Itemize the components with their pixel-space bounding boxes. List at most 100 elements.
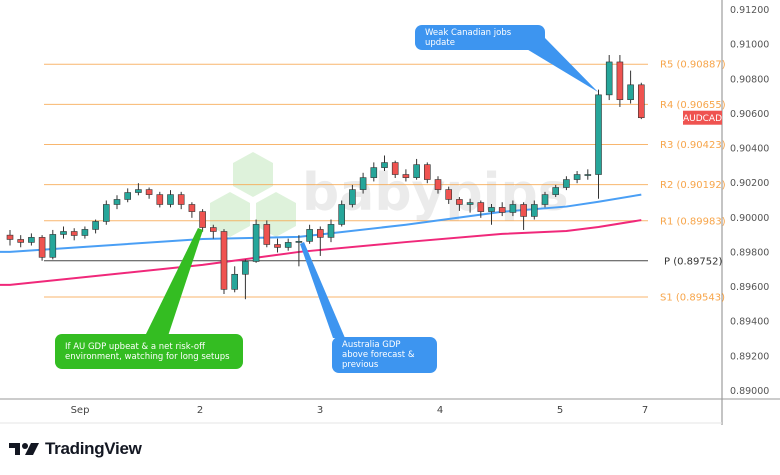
x-tick-label: 4 (436, 405, 444, 416)
bearish-candle (445, 189, 453, 200)
bearish-candle (391, 162, 399, 175)
pivot-label-r4: R4 (0.90655) (660, 100, 726, 111)
bullish-candle (530, 204, 538, 217)
y-tick-label: 0.89800 (730, 247, 769, 258)
bullish-candle (242, 261, 249, 275)
bullish-candle (92, 221, 99, 230)
symbol-price-tag-text: AUDCAD (683, 114, 722, 124)
bullish-candle (595, 94, 602, 175)
tradingview-logo-icon (9, 443, 39, 455)
bearish-candle (6, 234, 14, 240)
tradingview-logo[interactable]: TradingView (9, 439, 142, 459)
bullish-candle (167, 194, 174, 205)
bullish-candle (627, 84, 634, 101)
bullish-candle (81, 229, 89, 236)
bullish-candle (563, 179, 570, 188)
bullish-candle (584, 174, 592, 176)
bullish-candle (381, 162, 388, 168)
moving-average-line-2 (0, 219, 642, 286)
annotation-pointer-au-gdp-result (300, 242, 345, 338)
bullish-candle (466, 202, 474, 205)
annotation-text: Weak Canadian jobs update (425, 27, 512, 48)
bearish-candle (402, 174, 410, 178)
bearish-candle (423, 164, 431, 180)
bullish-candle (231, 273, 238, 290)
bullish-candle (488, 207, 495, 212)
bearish-candle (637, 84, 645, 119)
y-tick-label: 0.89600 (730, 282, 769, 293)
annotation-text: Australia GDP above forecast & previous (342, 340, 415, 370)
bullish-candle (349, 189, 356, 205)
bullish-candle (306, 229, 313, 242)
y-tick-label: 0.90800 (730, 74, 769, 85)
moving-average-line-1 (0, 193, 642, 253)
bullish-candle (370, 167, 378, 178)
bullish-candle (28, 237, 35, 243)
y-tick-label: 0.89000 (730, 386, 769, 397)
bearish-candle (477, 202, 485, 212)
bullish-candle (541, 194, 549, 205)
bullish-candle (124, 192, 131, 200)
bullish-candle (135, 189, 142, 193)
bearish-candle (210, 227, 217, 232)
bullish-candle (413, 164, 420, 178)
bullish-candle (49, 234, 57, 258)
bearish-candle (156, 194, 164, 205)
pivot-label-r3: R3 (0.90423) (660, 140, 726, 151)
bearish-candle (456, 199, 463, 205)
y-tick-label: 0.91000 (730, 40, 769, 51)
annotation-text: If AU GDP upbeat & a net risk-off enviro… (65, 341, 230, 362)
bullish-candle (113, 199, 121, 205)
symbol-price-tag (683, 110, 722, 125)
bearish-candle (274, 244, 281, 248)
tradingview-logo-text: TradingView (45, 439, 142, 458)
bearish-candle (263, 224, 271, 245)
y-tick-label: 0.89400 (730, 317, 769, 328)
y-tick-label: 0.89200 (730, 351, 769, 362)
y-tick-label: 0.90400 (730, 144, 769, 155)
bearish-candle (38, 237, 46, 258)
x-tick-label: 7 (641, 405, 649, 416)
bearish-candle (145, 189, 153, 195)
annotation-au-gdp-setup: If AU GDP upbeat & a net risk-off enviro… (55, 334, 243, 369)
annotation-au-gdp-result: Australia GDP above forecast & previous (332, 337, 437, 373)
x-tick-label: 5 (556, 405, 564, 416)
pivot-label-s1: S1 (0.89543) (660, 292, 725, 303)
pivot-label-r2: R2 (0.90192) (660, 180, 726, 191)
bearish-candle (616, 61, 624, 101)
y-tick-label: 0.91200 (730, 5, 769, 16)
x-tick-label: 3 (316, 405, 324, 416)
bullish-candle (359, 177, 367, 190)
bullish-candle (338, 204, 346, 225)
bullish-candle (605, 61, 613, 96)
x-tick-label: 2 (196, 405, 204, 416)
y-tick-label: 0.90000 (730, 213, 769, 224)
annotation-pointer-jobs (520, 38, 598, 92)
x-tick-label: Sep (70, 405, 90, 416)
bullish-candle (327, 224, 335, 238)
bearish-candle (188, 204, 196, 212)
bearish-candle (199, 211, 206, 228)
bearish-candle (177, 194, 185, 205)
bullish-candle (284, 242, 292, 248)
bullish-candle (252, 224, 260, 262)
y-tick-label: 0.90200 (730, 178, 769, 189)
bearish-candle (520, 204, 527, 217)
bearish-candle (220, 231, 228, 290)
bullish-candle (552, 187, 560, 195)
bearish-candle (434, 179, 442, 190)
bullish-candle (60, 231, 67, 235)
bullish-candle (573, 174, 581, 180)
bullish-candle (295, 241, 303, 243)
bearish-candle (17, 239, 25, 243)
pivot-label-r5: R5 (0.90887) (660, 60, 726, 71)
y-tick-label: 0.90600 (730, 109, 769, 120)
bullish-candle (103, 204, 110, 222)
bearish-candle (316, 229, 324, 238)
bearish-candle (498, 207, 506, 213)
price-chart[interactable]: babypips 0.912000.910000.908000.906000.9… (0, 0, 780, 425)
bullish-candle (509, 204, 517, 213)
pivot-label-p: P (0.89752) (664, 256, 722, 267)
annotation-pointer-au-gdp-setup (145, 228, 203, 336)
bearish-candle (70, 231, 78, 236)
